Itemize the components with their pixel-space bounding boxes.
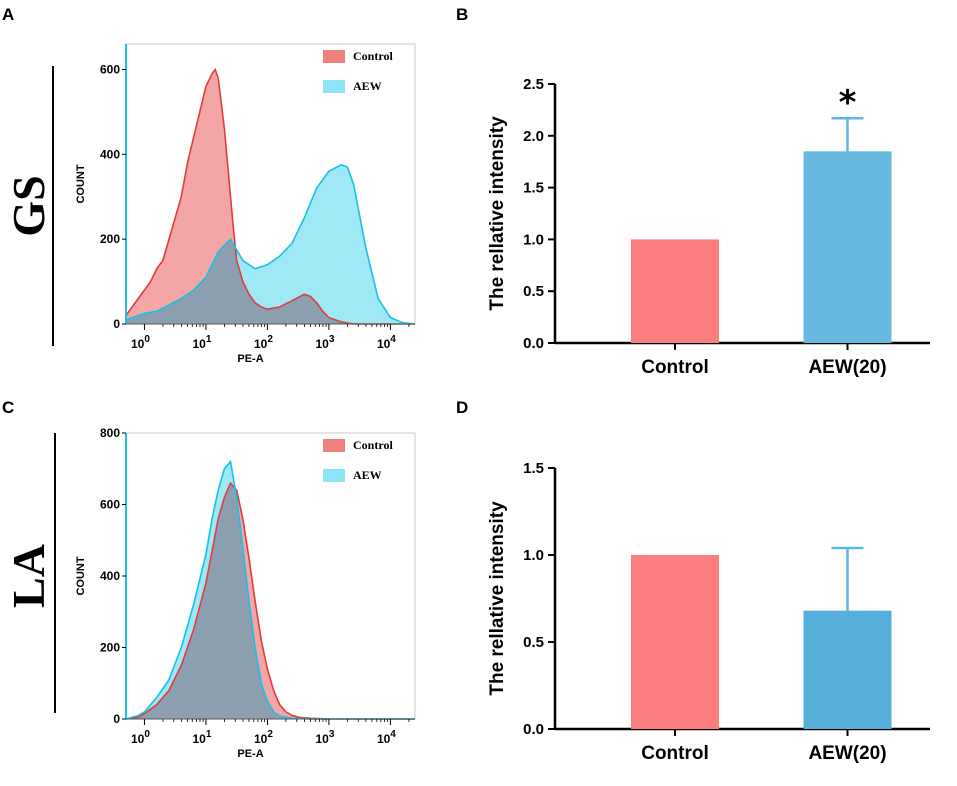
y-tick-label: 0.0 <box>523 721 544 738</box>
y-tick-label: 600 <box>100 498 120 512</box>
y-tick-label: 0.5 <box>523 634 544 651</box>
x-tick-label: 101 <box>192 729 211 746</box>
y-tick-label: 400 <box>100 569 120 583</box>
legend-swatch-control <box>323 439 345 452</box>
row-label-la: LA <box>3 544 54 608</box>
x-tick-label: AEW(20) <box>808 357 886 378</box>
bar-control <box>631 555 719 729</box>
y-tick-label: 0 <box>113 317 120 331</box>
y-tick-label: 0.5 <box>523 283 544 300</box>
y-tick-label: 600 <box>100 62 120 76</box>
panel-label-c: C <box>2 398 14 417</box>
flow-histogram-la: 0 200 400 600 800 100 101 102 103 104 PE-A COUNT Con… <box>75 426 416 760</box>
y-tick-label: 1.5 <box>523 460 544 477</box>
x-tick-label: 103 <box>315 334 334 351</box>
x-tick-label: 100 <box>131 334 150 351</box>
series-control-area <box>126 69 415 324</box>
y-tick-label: 2.5 <box>523 76 544 93</box>
y-tick-label: 200 <box>100 232 120 246</box>
series-control-line <box>125 67 415 325</box>
y-tick-label: 0 <box>113 712 120 726</box>
series-aew-area <box>126 164 415 324</box>
x-tick-label: Control <box>641 743 709 764</box>
series-overlap-area <box>126 483 415 719</box>
row-label-gs: GS <box>3 175 54 236</box>
series-aew-line <box>125 164 416 325</box>
bar-chart-gs: 0.0 0.5 1.0 1.5 2.0 2.5 The rellative intensit… <box>487 76 930 378</box>
legend-swatch-aew <box>323 469 345 482</box>
x-tick-label: AEW(20) <box>808 743 886 764</box>
legend-label-control: Control <box>353 49 393 63</box>
series-aew-line <box>125 459 415 720</box>
legend-swatch-aew <box>323 80 345 93</box>
x-tick-label: 102 <box>254 334 273 351</box>
panel-label-a: A <box>2 5 14 24</box>
y-tick-label: 1.0 <box>523 547 544 564</box>
legend-label-aew: AEW <box>353 79 382 93</box>
y-axis-label: The rellative intensity <box>487 116 508 311</box>
x-tick-label: 103 <box>315 729 334 746</box>
legend-label-control: Control <box>353 438 393 452</box>
panel-label-d: D <box>456 398 468 417</box>
x-axis-label: PE-A <box>237 748 263 760</box>
series-control-line <box>125 481 415 720</box>
y-tick-label: 2.0 <box>523 128 544 145</box>
legend-label-aew: AEW <box>353 468 382 482</box>
y-axis-label: COUNT <box>75 164 87 203</box>
significance-marker: * <box>839 83 857 123</box>
legend-swatch-control <box>323 50 345 63</box>
y-tick-label: 1.0 <box>523 231 544 248</box>
bar-chart-la: 0.0 0.5 1.0 1.5 The rellative intensity Contr… <box>487 460 930 764</box>
x-tick-label: 104 <box>377 729 396 746</box>
x-tick-label: 104 <box>377 334 396 351</box>
flow-histogram-gs: 0 200 400 600 100 101 102 103 104 PE-A COUNT Contro… <box>75 43 416 365</box>
bar-aew <box>803 610 892 729</box>
y-tick-label: 1.5 <box>523 180 544 197</box>
x-tick-label: 101 <box>192 334 211 351</box>
bar-control <box>631 239 719 343</box>
x-tick-label: Control <box>641 357 709 378</box>
bar-aew <box>803 151 892 343</box>
y-tick-label: 400 <box>100 147 120 161</box>
y-axis-label: COUNT <box>75 556 87 595</box>
panel-label-b: B <box>456 5 468 24</box>
x-axis-label: PE-A <box>237 353 263 365</box>
x-tick-label: 100 <box>131 729 150 746</box>
y-axis-label: The rellative intensity <box>487 501 508 696</box>
y-tick-label: 0.0 <box>523 335 544 352</box>
y-tick-label: 800 <box>100 426 120 440</box>
x-tick-label: 102 <box>254 729 273 746</box>
y-tick-label: 200 <box>100 641 120 655</box>
